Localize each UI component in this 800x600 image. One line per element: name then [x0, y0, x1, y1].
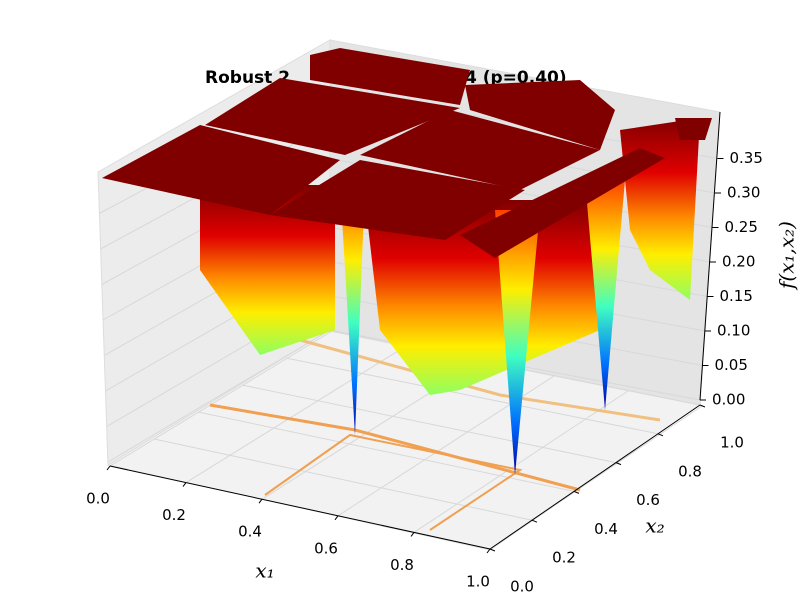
grid-line [197, 411, 575, 492]
x-tick [486, 548, 491, 554]
x-tick [258, 498, 263, 504]
z-tick-label: 0.15 [720, 287, 753, 305]
z-axis-label: f(x₁,x₂) [775, 221, 799, 291]
y-tick-label: 0.4 [594, 520, 618, 538]
grid-line [185, 345, 407, 484]
x-tick [182, 482, 187, 487]
plateau [465, 80, 615, 150]
z-tick-label: 0.10 [717, 322, 750, 340]
z-tick-label: 0.00 [712, 391, 745, 409]
spike [585, 180, 625, 410]
x-axis-line [109, 465, 491, 550]
surface [102, 48, 712, 531]
plateau [460, 148, 665, 258]
z-tick-label: 0.25 [725, 218, 758, 236]
plateau [205, 78, 460, 155]
grid-line [153, 438, 533, 521]
x-tick-label: 0.4 [238, 523, 262, 541]
y-tick-label: 1.0 [720, 434, 744, 452]
grid-line [109, 330, 333, 467]
plateau [360, 110, 600, 190]
y-axis-label: x₂ [645, 514, 664, 538]
contour [299, 338, 661, 422]
z-tick-label: 0.05 [715, 356, 748, 374]
x-tick [410, 532, 415, 537]
y-tick [531, 519, 538, 523]
x-tick [106, 465, 111, 471]
spike [340, 185, 365, 435]
plateau [310, 48, 470, 105]
contour [264, 433, 523, 531]
x-tick-label: 1.0 [466, 573, 490, 591]
spike [495, 210, 540, 475]
plateau [102, 125, 340, 215]
y-tick-label: 0.8 [678, 462, 702, 480]
x-tick-label: 0.2 [162, 506, 186, 524]
y-tick-label: 0.2 [552, 549, 576, 567]
grid-line [241, 384, 617, 464]
z-tick-label: 0.35 [730, 149, 763, 167]
z-tick-label: 0.20 [722, 253, 755, 271]
grid-line [285, 357, 659, 435]
x-axis-label: x₁ [255, 559, 274, 583]
grid-line [413, 390, 629, 533]
y-tick-label: 0.0 [510, 578, 534, 596]
x-tick-label: 0.8 [390, 556, 414, 574]
plateau [675, 118, 712, 140]
y-tick [615, 462, 622, 466]
x-tick-label: 0.0 [86, 490, 110, 508]
y-tick [489, 548, 496, 552]
x-tick-label: 0.6 [314, 539, 338, 557]
wall [365, 200, 600, 395]
wall [200, 185, 335, 355]
y-tick [699, 404, 706, 408]
y-axis-line [489, 404, 701, 550]
z-axis-line [699, 111, 721, 401]
y-tick [573, 490, 580, 494]
title-left: Robust 2 [205, 68, 290, 88]
y-tick-label: 0.6 [636, 491, 660, 509]
x-tick [334, 515, 339, 521]
z-tick-label: 0.30 [727, 184, 760, 202]
plateau [270, 160, 525, 240]
y-tick [657, 433, 664, 437]
